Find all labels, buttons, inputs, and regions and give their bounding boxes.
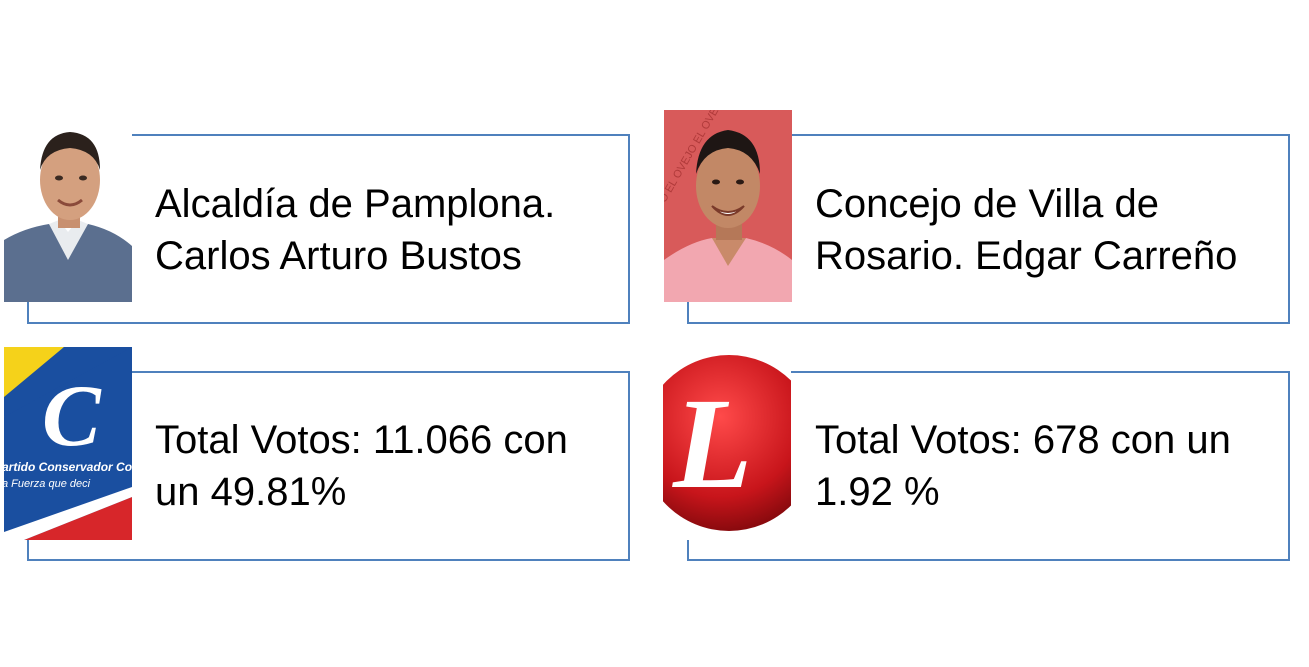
card-title-line2: Rosario. Edgar Carreño	[815, 234, 1238, 278]
card-total-votos-conservador-text: Total Votos: 11.066 con un 49.81%	[155, 414, 568, 518]
card-total-votos-liberal-text: Total Votos: 678 con un 1.92 %	[815, 414, 1231, 518]
conservador-name: artido Conservador Colombia	[4, 460, 132, 474]
card-title-line2: Carlos Arturo Bustos	[155, 234, 522, 278]
votes-line2: 1.92 %	[815, 470, 940, 514]
votes-line2: un 49.81%	[155, 470, 347, 514]
card-title-line1: Concejo de Villa de	[815, 182, 1159, 226]
card-title-line1: Alcaldía de Pamplona.	[155, 182, 556, 226]
partido-conservador-logo: C artido Conservador Colombia a Fuerza q…	[4, 347, 132, 540]
conservador-letter: C	[42, 368, 102, 465]
card-concejo-villa-rosario-text: Concejo de Villa de Rosario. Edgar Carre…	[815, 178, 1237, 282]
votes-line1: Total Votos: 11.066 con	[155, 418, 568, 462]
liberal-letter: L	[672, 372, 752, 516]
conservador-slogan: a Fuerza que deci	[4, 478, 91, 490]
card-alcaldia-pamplona-text: Alcaldía de Pamplona. Carlos Arturo Bust…	[155, 178, 555, 282]
partido-liberal-logo: L	[663, 347, 791, 540]
votes-line1: Total Votos: 678 con un	[815, 418, 1231, 462]
candidate-portrait-carlos-arturo-bustos	[4, 120, 132, 302]
candidate-portrait-edgar-carreno: EL OVEJO EL OVEJO EL OVEJO	[664, 110, 792, 302]
